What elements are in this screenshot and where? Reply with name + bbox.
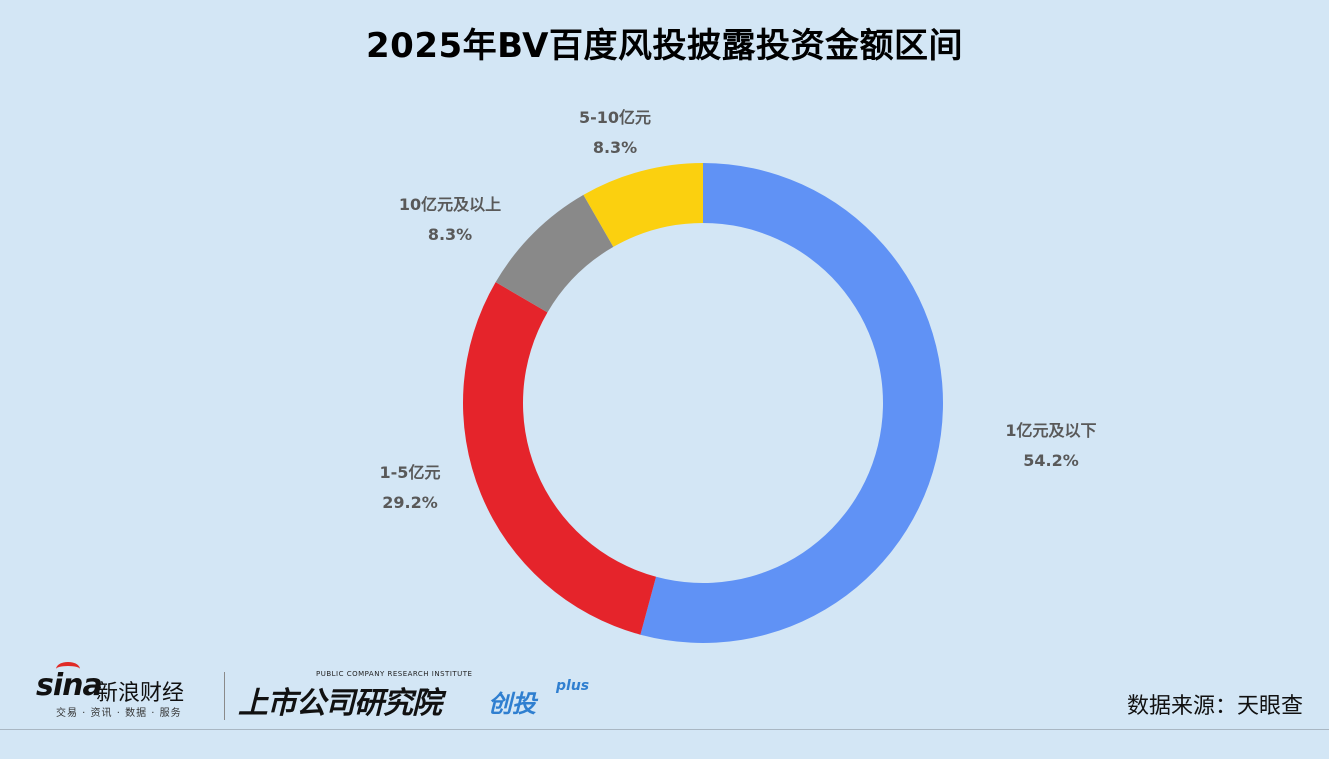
sina-finance-name: 新浪财经 [96, 681, 185, 706]
slice-value-label: 54.2% [1023, 451, 1079, 470]
sina-finance-slogan: 交易 · 资讯 · 数据 · 服务 [56, 708, 182, 719]
institute-name: 上市公司研究院 [238, 686, 442, 721]
brand-suffix: plus [556, 678, 590, 694]
brand-name: 创投 [488, 690, 536, 718]
slice-value-label: 8.3% [428, 225, 472, 244]
logo-divider [224, 672, 225, 720]
slice-category-label: 5-10亿元 [579, 108, 651, 127]
chart-title: 2025年BV百度风投披露投资金额区间 [366, 26, 963, 66]
donut-slice [495, 194, 614, 313]
slice-category-label: 1-5亿元 [380, 463, 441, 482]
institute-tagline: PUBLIC COMPANY RESEARCH INSTITUTE [316, 670, 473, 678]
footer-divider [0, 729, 1329, 730]
sina-eye-icon [56, 662, 80, 676]
donut-slice [463, 282, 657, 635]
slice-value-label: 8.3% [593, 138, 637, 157]
slice-value-label: 29.2% [382, 493, 438, 512]
data-source: 数据来源：天眼查 [1126, 694, 1303, 719]
slice-category-label: 1亿元及以下 [1005, 421, 1096, 440]
donut-slice [583, 163, 703, 247]
slice-category-label: 10亿元及以上 [399, 195, 501, 214]
donut-slice [640, 163, 943, 644]
